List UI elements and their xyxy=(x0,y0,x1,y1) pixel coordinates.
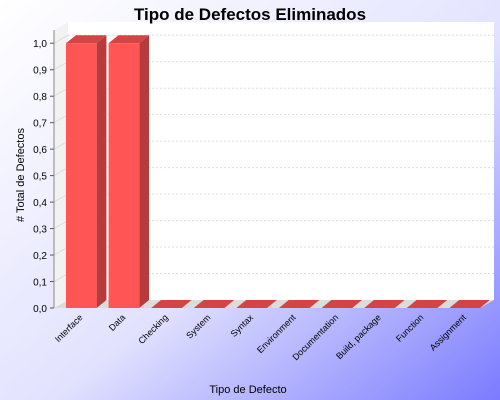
bar xyxy=(406,300,448,308)
gridline-side xyxy=(53,114,69,124)
y-tick-label: 0,8 xyxy=(33,92,47,103)
plot-side-wall xyxy=(54,22,68,308)
bar-top xyxy=(364,300,405,308)
gridline-side xyxy=(53,273,69,282)
bars-group xyxy=(65,35,490,308)
y-tick-label: 0,9 xyxy=(33,66,47,77)
bar-top xyxy=(278,300,320,308)
chart-title: Tipo de Defectos Eliminados xyxy=(134,5,366,24)
y-axis-ticks: 0,0 0,1 0,2 0,3 0,4 0,5 0,6 0,7 0,8 0,9 1,0 xyxy=(33,30,55,315)
gridline-side xyxy=(53,87,69,97)
bar-side xyxy=(96,35,107,308)
bar-top xyxy=(449,300,490,308)
bar-top xyxy=(108,35,150,44)
bar xyxy=(321,300,363,308)
y-tick-label: 0,0 xyxy=(33,304,47,315)
y-tick-label: 0,2 xyxy=(33,251,47,262)
bar xyxy=(151,300,192,308)
bar xyxy=(65,35,107,308)
bar xyxy=(236,300,277,308)
gridline-side xyxy=(53,140,69,150)
bar-top xyxy=(193,300,235,308)
y-tick-label: 0,1 xyxy=(33,278,47,289)
bar-front xyxy=(108,43,140,308)
y-tick-label: 0,7 xyxy=(33,119,47,130)
bar xyxy=(278,300,320,308)
y-tick-label: 0,4 xyxy=(33,198,47,209)
gridline-side xyxy=(53,167,69,177)
bar-top xyxy=(321,300,363,308)
bar-top xyxy=(65,35,107,44)
bar-top xyxy=(236,300,277,308)
y-tick-label: 0,5 xyxy=(33,172,47,183)
gridline-side xyxy=(53,34,69,44)
bar-side xyxy=(139,35,150,308)
gridline-side xyxy=(53,193,69,203)
bar xyxy=(108,35,150,308)
bar-front xyxy=(65,43,97,308)
gridline-side xyxy=(53,246,69,256)
gridline-side xyxy=(53,220,69,230)
bar-top xyxy=(406,300,448,308)
y-axis-label: # Total de Defectos xyxy=(15,128,27,222)
x-axis-label: Tipo de Defecto xyxy=(209,384,286,396)
gridline-side xyxy=(53,61,69,71)
y-tick-label: 1,0 xyxy=(33,39,47,50)
bar xyxy=(449,300,490,308)
y-tick-label: 0,6 xyxy=(33,145,47,156)
bar xyxy=(364,300,405,308)
y-tick-label: 0,3 xyxy=(33,225,47,236)
bar xyxy=(193,300,235,308)
bar-top xyxy=(151,300,192,308)
